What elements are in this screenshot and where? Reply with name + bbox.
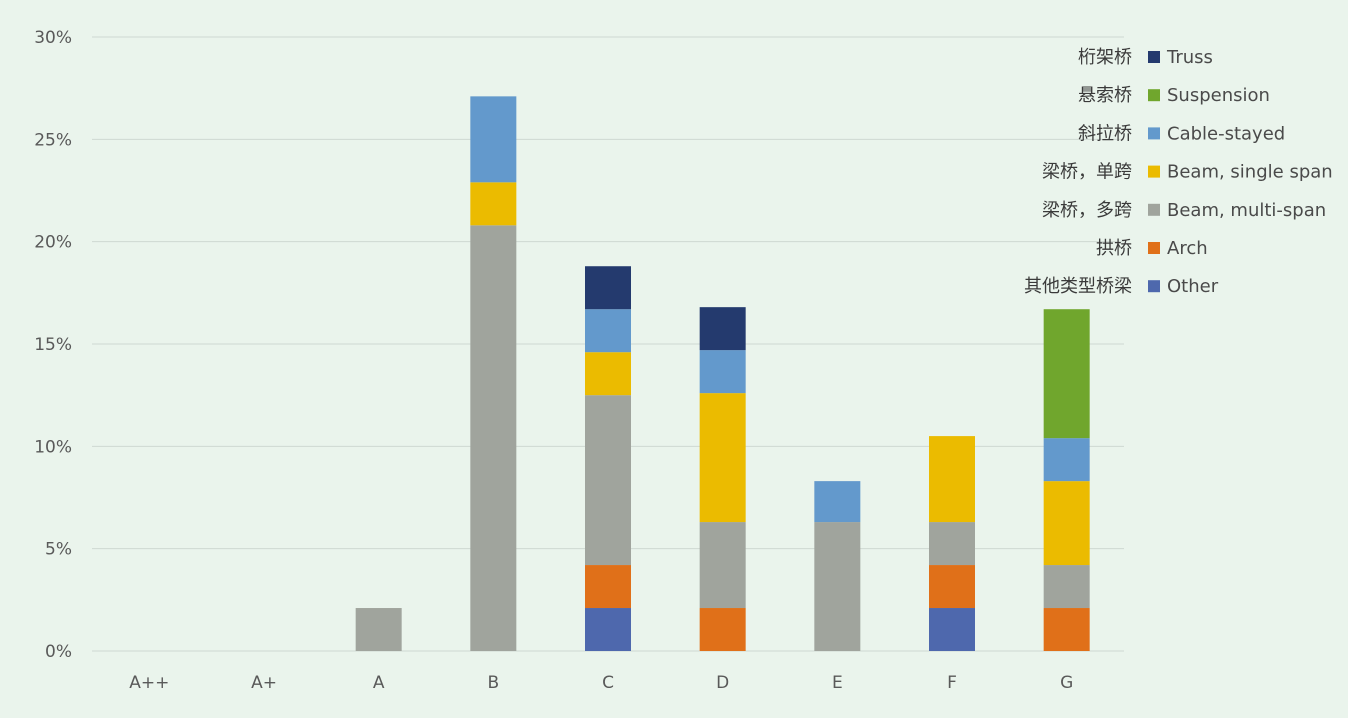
legend-label: Other — [1167, 276, 1219, 297]
y-tick-label: 15% — [34, 335, 72, 355]
bar-segment-beam_single-B — [470, 182, 517, 226]
legend-item-cable: 斜拉桥 Cable-stayed — [1078, 123, 1285, 144]
y-axis-tick-labels: 0% 5% 10% 15% 20% 25% 30% — [34, 28, 72, 662]
x-tick-label: D — [716, 673, 729, 693]
legend-label-cn: 梁桥，多跨 — [1042, 200, 1132, 221]
legend-label: Truss — [1166, 47, 1213, 68]
legend-swatch — [1148, 165, 1160, 178]
x-axis-tick-labels: A++ A+ A B C D E F G — [129, 673, 1073, 693]
legend-swatch — [1148, 89, 1160, 102]
legend-swatch — [1148, 127, 1160, 140]
x-tick-label: A++ — [129, 673, 169, 693]
bar-segment-arch-D — [699, 608, 746, 651]
bar-segment-beam_multi-D — [699, 522, 746, 609]
bar-segment-beam_multi-G — [1043, 565, 1090, 609]
y-tick-label: 0% — [45, 642, 72, 662]
x-tick-label: A+ — [251, 673, 277, 693]
bar-segment-cable-E — [814, 481, 861, 523]
legend-item-beam_multi: 梁桥，多跨 Beam, multi-span — [1042, 200, 1326, 221]
legend-label: Beam, single span — [1167, 162, 1333, 183]
x-tick-label: F — [947, 673, 957, 693]
bar-segments — [355, 96, 1090, 651]
legend-label-cn: 梁桥，单跨 — [1042, 162, 1132, 183]
bar-segment-truss-D — [699, 307, 746, 351]
bar-segment-cable-C — [585, 309, 631, 353]
bar-segment-arch-F — [929, 565, 975, 609]
bar-segment-cable-D — [699, 350, 746, 394]
bar-segment-truss-C — [585, 266, 631, 310]
bar-segment-beam_single-G — [1043, 481, 1090, 566]
legend-label-cn: 斜拉桥 — [1078, 123, 1132, 144]
legend-item-suspension: 悬索桥 Suspension — [1078, 85, 1270, 106]
bar-segment-beam_multi-F — [929, 522, 975, 566]
legend-label-cn: 拱桥 — [1096, 238, 1132, 259]
legend-label: Cable-stayed — [1167, 123, 1285, 144]
legend-label: Arch — [1167, 238, 1208, 259]
bar-segment-beam_multi-E — [814, 522, 861, 651]
legend-item-truss: 桁架桥 Truss — [1078, 47, 1213, 68]
legend-swatch — [1148, 242, 1160, 254]
legend-label: Suspension — [1167, 85, 1270, 106]
legend-item-arch: 拱桥 Arch — [1096, 238, 1208, 259]
y-tick-label: 10% — [34, 437, 72, 457]
bar-segment-beam_single-D — [699, 393, 746, 523]
legend-label-cn: 其他类型桥梁 — [1024, 276, 1132, 297]
bar-segment-cable-G — [1043, 438, 1090, 482]
x-tick-label: E — [832, 673, 843, 693]
y-tick-label: 25% — [34, 130, 72, 150]
x-tick-label: B — [487, 673, 499, 693]
legend-item-beam_single: 梁桥，单跨 Beam, single span — [1042, 162, 1333, 183]
legend-label-cn: 桁架桥 — [1078, 47, 1132, 68]
bar-segment-other-F — [929, 608, 975, 651]
bar-segment-beam_single-C — [585, 352, 631, 396]
y-tick-label: 5% — [45, 540, 72, 560]
legend-swatch — [1148, 280, 1160, 293]
bar-segment-beam_multi-A — [355, 608, 402, 651]
x-tick-label: G — [1060, 673, 1073, 693]
bar-segment-suspension-G — [1043, 309, 1090, 439]
y-tick-label: 20% — [34, 233, 72, 253]
bar-segment-beam_multi-C — [585, 395, 631, 566]
legend-label-cn: 悬索桥 — [1078, 85, 1132, 106]
x-tick-label: A — [373, 673, 385, 693]
legend-label: Beam, multi-span — [1167, 200, 1326, 221]
legend-swatch — [1148, 51, 1160, 63]
x-tick-label: C — [602, 673, 614, 693]
legend: 桁架桥 Truss 悬索桥 Suspension 斜拉桥 Cable-stayed 梁桥，单… — [1024, 47, 1333, 297]
legend-swatch — [1148, 203, 1160, 216]
y-tick-label: 30% — [34, 28, 72, 48]
bar-segment-beam_multi-B — [470, 225, 517, 651]
bar-segment-other-C — [585, 608, 631, 651]
bar-segment-cable-B — [470, 96, 517, 183]
bar-segment-arch-C — [585, 565, 631, 609]
bar-segment-arch-G — [1043, 608, 1090, 651]
legend-item-other: 其他类型桥梁 Other — [1024, 276, 1219, 297]
bar-segment-beam_single-F — [929, 436, 975, 523]
